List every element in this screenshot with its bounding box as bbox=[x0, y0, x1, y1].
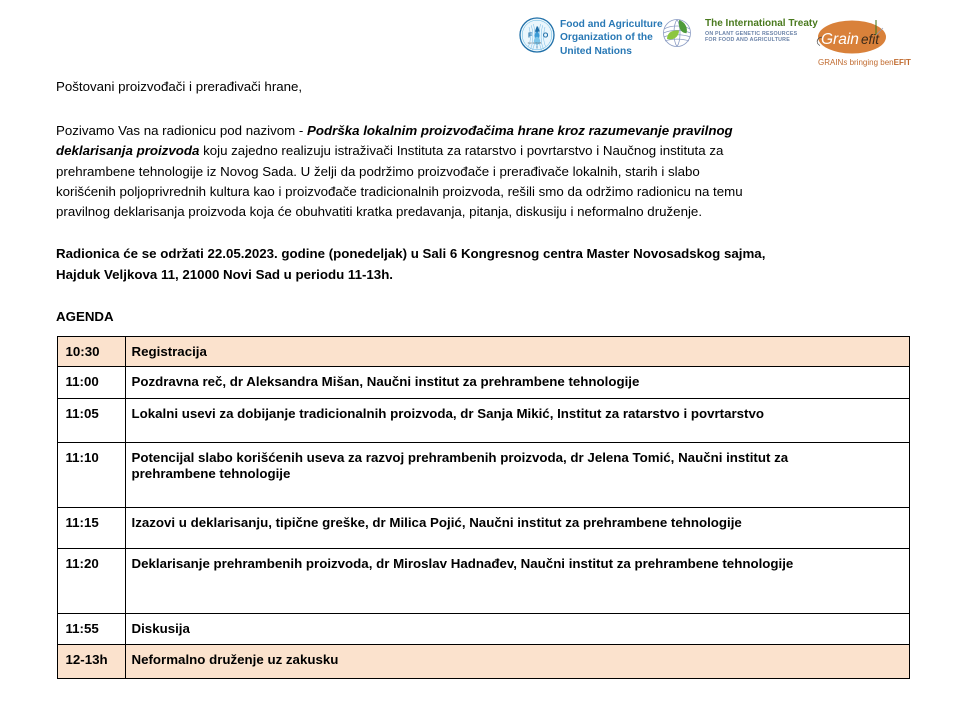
svg-text:efit: efit bbox=[861, 32, 880, 47]
svg-text:FAO 47/1945: FAO 47/1945 bbox=[528, 42, 542, 45]
svg-text:Grain: Grain bbox=[821, 31, 859, 48]
svg-text:O: O bbox=[543, 31, 549, 40]
svg-text:F: F bbox=[528, 31, 533, 40]
